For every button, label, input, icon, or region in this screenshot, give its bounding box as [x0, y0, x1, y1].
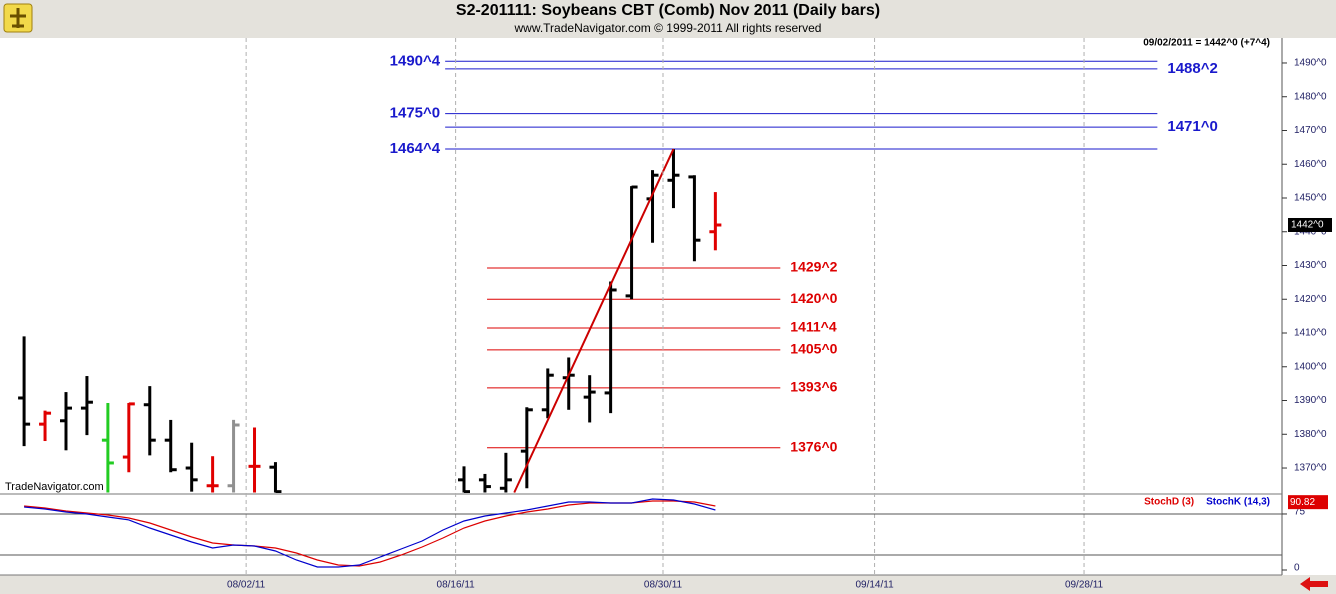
price-plot [18, 60, 1158, 493]
level-label: 1464^4 [390, 140, 441, 157]
ohlc-bar [39, 410, 52, 442]
y-tick-label: 1380^0 [1294, 429, 1327, 440]
stoch-line [24, 498, 716, 568]
ohlc-bar [583, 375, 596, 423]
ohlc-bar [604, 281, 617, 414]
level-label: 1475^0 [390, 105, 440, 122]
ohlc-bar [520, 407, 533, 489]
y-tick-label: 1450^0 [1294, 193, 1327, 204]
x-tick-label: 08/16/11 [437, 580, 476, 591]
last-price-box [1288, 217, 1332, 232]
y-tick-label: 1410^0 [1294, 328, 1327, 339]
y-tick-label: 1430^0 [1294, 260, 1327, 271]
x-tick-label: 09/28/11 [1065, 580, 1104, 591]
ohlc-bar [625, 185, 638, 300]
chart-title: S2-201111: Soybeans CBT (Comb) Nov 2011 … [456, 2, 880, 19]
y-tick-label: 1400^0 [1294, 361, 1327, 372]
ohlc-bar [478, 473, 491, 493]
ohlc-bar [541, 368, 554, 419]
y-tick-label: 1370^0 [1294, 463, 1327, 474]
last-value-label: 90.82 [1290, 497, 1315, 508]
level-label: 1376^0 [790, 438, 837, 454]
level-label: 1393^6 [790, 379, 837, 395]
status-text: 09/02/2011 = 1442^0 (+7^4) [1143, 38, 1270, 49]
ohlc-bar [227, 419, 240, 493]
ohlc-bar [122, 402, 135, 473]
y-tick-label: 1390^0 [1294, 395, 1327, 406]
level-label: 1411^4 [790, 319, 837, 335]
date-axis-bar [0, 575, 1336, 594]
trend-line [513, 148, 675, 493]
y-tick-label: 1470^0 [1294, 125, 1327, 136]
ohlc-bar [101, 403, 114, 493]
ohlc-bar [688, 175, 701, 262]
ohlc-bar [499, 452, 512, 493]
y-tick-label: 1490^0 [1294, 58, 1327, 69]
last-price-label: 1442^0 [1291, 220, 1324, 231]
y-tick-label: 0 [1294, 563, 1300, 574]
ohlc-bar [80, 376, 93, 436]
x-tick-label: 08/02/11 [227, 580, 266, 591]
y-tick-label: 1460^0 [1294, 159, 1327, 170]
level-label: 1429^2 [790, 259, 837, 275]
level-label: 1420^0 [790, 290, 837, 306]
ohlc-bar [248, 427, 261, 493]
ohlc-bar [269, 462, 282, 493]
x-tick-label: 09/14/11 [855, 580, 894, 591]
ohlc-bar [667, 149, 680, 209]
level-label: 1488^2 [1167, 60, 1217, 77]
level-label: 1490^4 [390, 52, 441, 69]
title-bar [0, 0, 1336, 38]
y-tick-label: 1480^0 [1294, 91, 1327, 102]
ohlc-bar [709, 192, 722, 251]
level-label: 1405^0 [790, 341, 837, 357]
ohlc-bar [206, 456, 219, 493]
ohlc-bar [457, 466, 470, 493]
y-tick-label: 1420^0 [1294, 294, 1327, 305]
chart-subtitle: www.TradeNavigator.com © 1999-2011 All r… [514, 21, 822, 35]
legend-entry: StochK (14,3) [1206, 497, 1270, 508]
scroll-arrow[interactable] [1300, 577, 1328, 591]
ohlc-bar [59, 392, 72, 451]
ohlc-bar [164, 419, 177, 473]
level-label: 1471^0 [1167, 118, 1217, 135]
watermark: TradeNavigator.com [5, 481, 104, 493]
logo [3, 3, 33, 33]
ohlc-bar [143, 386, 156, 456]
legend-entry: StochD (3) [1144, 497, 1194, 508]
ohlc-bar [185, 442, 198, 492]
x-tick-label: 08/30/11 [644, 580, 683, 591]
last-value-box [1288, 495, 1328, 510]
ohlc-bar [18, 336, 31, 447]
y-tick-label: 75 [1294, 507, 1306, 518]
